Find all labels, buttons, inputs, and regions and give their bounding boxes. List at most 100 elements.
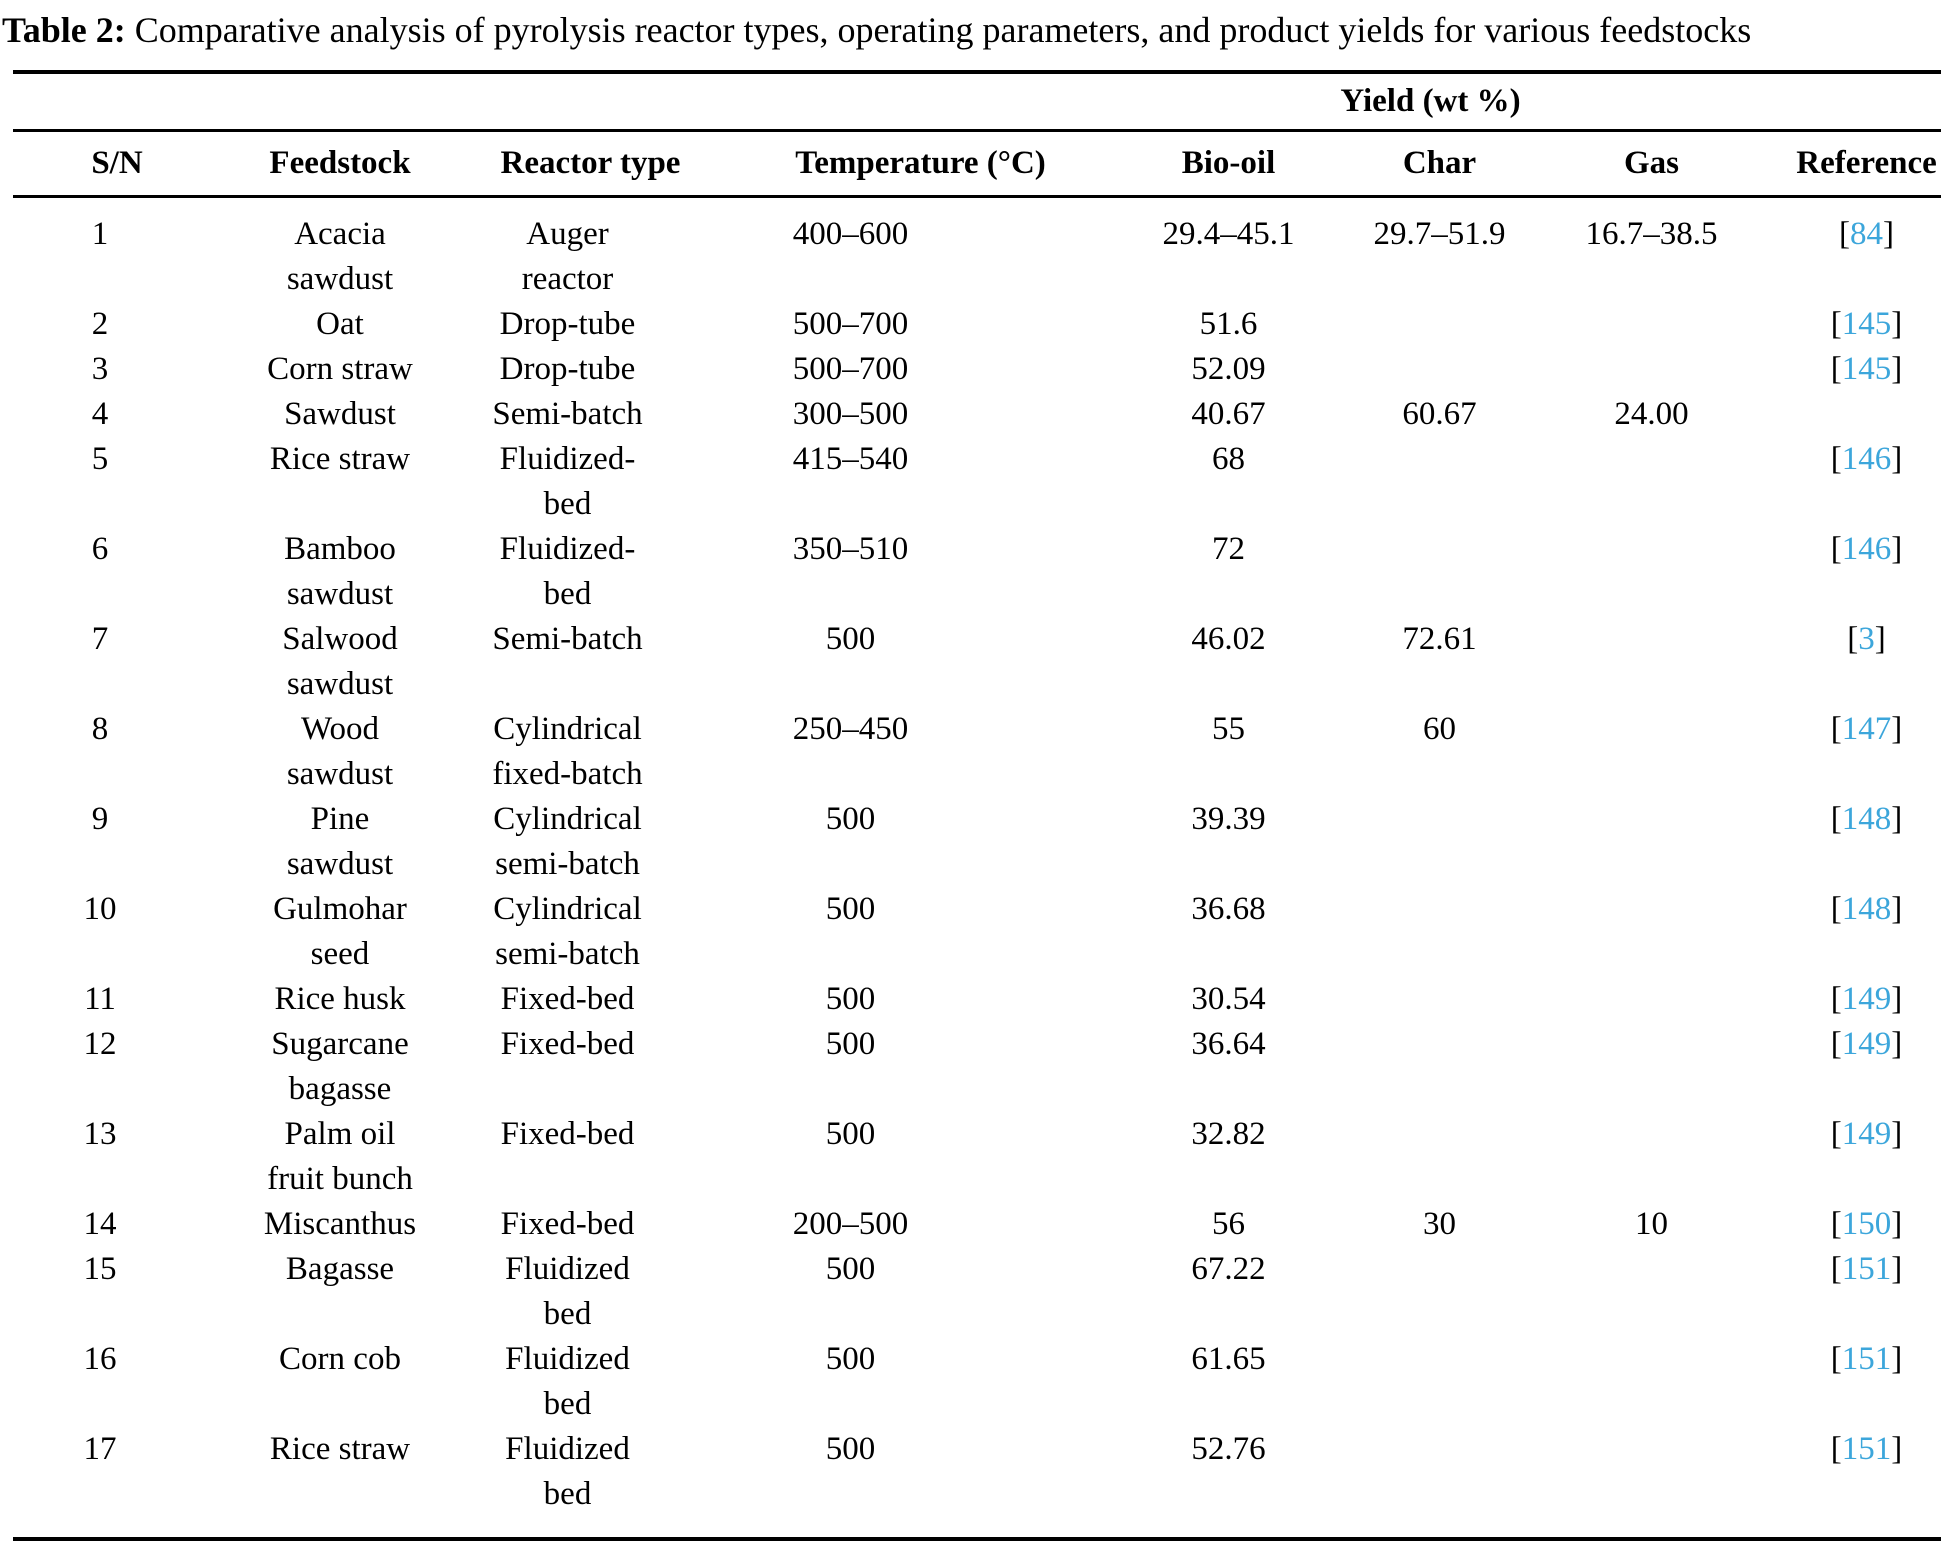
- cell-bio-oil: 30.54: [1191, 980, 1266, 1017]
- spacer-cell: [1758, 72, 1941, 130]
- citation-bracket-close: ]: [1891, 710, 1903, 747]
- cell-reactor-type: Fixed-bed: [500, 1205, 635, 1242]
- cell-char: [1334, 437, 1545, 527]
- cell-reactor-type: Cylindrical fixed-batch: [492, 710, 643, 792]
- cell-sn: 7: [91, 620, 109, 657]
- citation-link[interactable]: 145: [1841, 305, 1892, 342]
- citation-link[interactable]: 151: [1841, 1340, 1892, 1377]
- citation-link[interactable]: 147: [1841, 710, 1892, 747]
- cell-reactor-type: Fixed-bed: [500, 1115, 635, 1152]
- citation-bracket-open: [: [1830, 440, 1842, 477]
- cell-reference: [3]: [1758, 617, 1941, 707]
- cell-bio-oil: 52.09: [1191, 350, 1266, 387]
- cell-temperature: 500: [825, 620, 876, 657]
- table-row: 9 Pine sawdust Cylindrical semi-batch 50…: [13, 797, 1941, 887]
- citation-link[interactable]: 84: [1850, 215, 1884, 252]
- table-row: 7 Salwood sawdust Semi-batch 500 46.02 7…: [13, 617, 1941, 707]
- citation-bracket-open: [: [1830, 530, 1842, 567]
- cell-bio-oil: 55: [1212, 710, 1245, 747]
- citation-link[interactable]: 150: [1841, 1205, 1892, 1242]
- table-row: 1 Acacia sawdust Auger reactor 400–600 2…: [13, 196, 1941, 302]
- cell-feedstock: Rice straw: [269, 440, 411, 477]
- cell-char: 60: [1423, 710, 1456, 747]
- cell-temperature: 415–540: [792, 440, 909, 477]
- citation-link[interactable]: 148: [1841, 890, 1892, 927]
- cell-gas: [1545, 302, 1758, 347]
- cell-sn: 13: [83, 1115, 117, 1152]
- citation-bracket-close: ]: [1891, 1430, 1903, 1467]
- cell-sn: 9: [91, 800, 109, 837]
- cell-reactor-type: Auger reactor: [521, 215, 614, 297]
- cell-feedstock: Corn cob: [279, 1340, 401, 1377]
- cell-reactor-type: Fixed-bed: [500, 980, 635, 1017]
- cell-gas: [1545, 707, 1758, 797]
- cell-bio-oil: 56: [1212, 1205, 1245, 1242]
- citation-link[interactable]: 149: [1841, 1115, 1892, 1152]
- citation-bracket-close: ]: [1891, 1340, 1903, 1377]
- cell-temperature: 500: [825, 980, 876, 1017]
- table-row: 4 Sawdust Semi-batch 300–500 40.67 60.67…: [13, 392, 1941, 437]
- cell-sn: 3: [91, 350, 109, 387]
- cell-sn: 14: [83, 1205, 117, 1242]
- citation-link[interactable]: 146: [1841, 440, 1892, 477]
- cell-bio-oil: 61.65: [1191, 1340, 1266, 1377]
- table-caption: Table 2: Comparative analysis of pyrolys…: [2, 8, 1955, 52]
- cell-sn: 16: [83, 1340, 117, 1377]
- cell-char: 72.61: [1402, 620, 1477, 657]
- cell-temperature: 500: [825, 1115, 876, 1152]
- cell-char: [1334, 1022, 1545, 1112]
- cell-reactor-type: Drop-tube: [499, 305, 636, 342]
- cell-temperature: 250–450: [792, 710, 909, 747]
- cell-temperature: 500–700: [792, 350, 909, 387]
- citation-link[interactable]: 148: [1841, 800, 1892, 837]
- cell-gas: [1545, 1112, 1758, 1202]
- cell-gas: [1545, 617, 1758, 707]
- citation-bracket-open: [: [1830, 1340, 1842, 1377]
- cell-reference: [149]: [1758, 1022, 1941, 1112]
- citation-bracket-open: [: [1830, 980, 1842, 1017]
- cell-reference: [147]: [1758, 707, 1941, 797]
- cell-reference: [151]: [1758, 1337, 1941, 1427]
- cell-feedstock: Wood sawdust: [286, 710, 394, 792]
- cell-reference: [148]: [1758, 887, 1941, 977]
- citation-link[interactable]: 151: [1841, 1430, 1892, 1467]
- citation-bracket-close: ]: [1891, 350, 1903, 387]
- cell-gas: [1545, 977, 1758, 1022]
- cell-bio-oil: 52.76: [1191, 1430, 1266, 1467]
- cell-bio-oil: 67.22: [1191, 1250, 1266, 1287]
- cell-feedstock: Acacia sawdust: [286, 215, 394, 297]
- table-row: 3 Corn straw Drop-tube 500–700 52.09 [14…: [13, 347, 1941, 392]
- citation-link[interactable]: 145: [1841, 350, 1892, 387]
- citation-bracket-close: ]: [1891, 1250, 1903, 1287]
- citation-bracket-close: ]: [1891, 890, 1903, 927]
- cell-bio-oil: 46.02: [1191, 620, 1266, 657]
- table-row: 6 Bamboo sawdust Fluidized- bed 350–510 …: [13, 527, 1941, 617]
- cell-temperature: 500: [825, 1340, 876, 1377]
- table-row: 2 Oat Drop-tube 500–700 51.6 [145]: [13, 302, 1941, 347]
- citation-bracket-open: [: [1830, 800, 1842, 837]
- citation-link[interactable]: 151: [1841, 1250, 1892, 1287]
- citation-link[interactable]: 3: [1858, 620, 1875, 657]
- cell-bio-oil: 36.64: [1191, 1025, 1266, 1062]
- citation-bracket-open: [: [1847, 620, 1859, 657]
- cell-feedstock: Rice husk: [274, 980, 406, 1017]
- cell-reference: [1758, 392, 1941, 437]
- cell-temperature: 500: [825, 1250, 876, 1287]
- cell-reactor-type: Fluidized- bed: [499, 530, 636, 612]
- citation-link[interactable]: 149: [1841, 980, 1892, 1017]
- citation-bracket-open: [: [1830, 1025, 1842, 1062]
- cell-sn: 4: [91, 395, 109, 432]
- table-row: 5 Rice straw Fluidized- bed 415–540 68 […: [13, 437, 1941, 527]
- cell-char: [1334, 347, 1545, 392]
- table-row: 16 Corn cob Fluidized bed 500 61.65 [151…: [13, 1337, 1941, 1427]
- citation-link[interactable]: 149: [1841, 1025, 1892, 1062]
- col-header-temperature: Temperature (°C): [795, 144, 1046, 181]
- cell-temperature: 300–500: [792, 395, 909, 432]
- cell-char: [1334, 527, 1545, 617]
- cell-reference: [149]: [1758, 977, 1941, 1022]
- citation-link[interactable]: 146: [1841, 530, 1892, 567]
- cell-reference: [146]: [1758, 437, 1941, 527]
- citation-bracket-close: ]: [1891, 530, 1903, 567]
- cell-bio-oil: 72: [1212, 530, 1245, 567]
- citation-bracket-close: ]: [1891, 1025, 1903, 1062]
